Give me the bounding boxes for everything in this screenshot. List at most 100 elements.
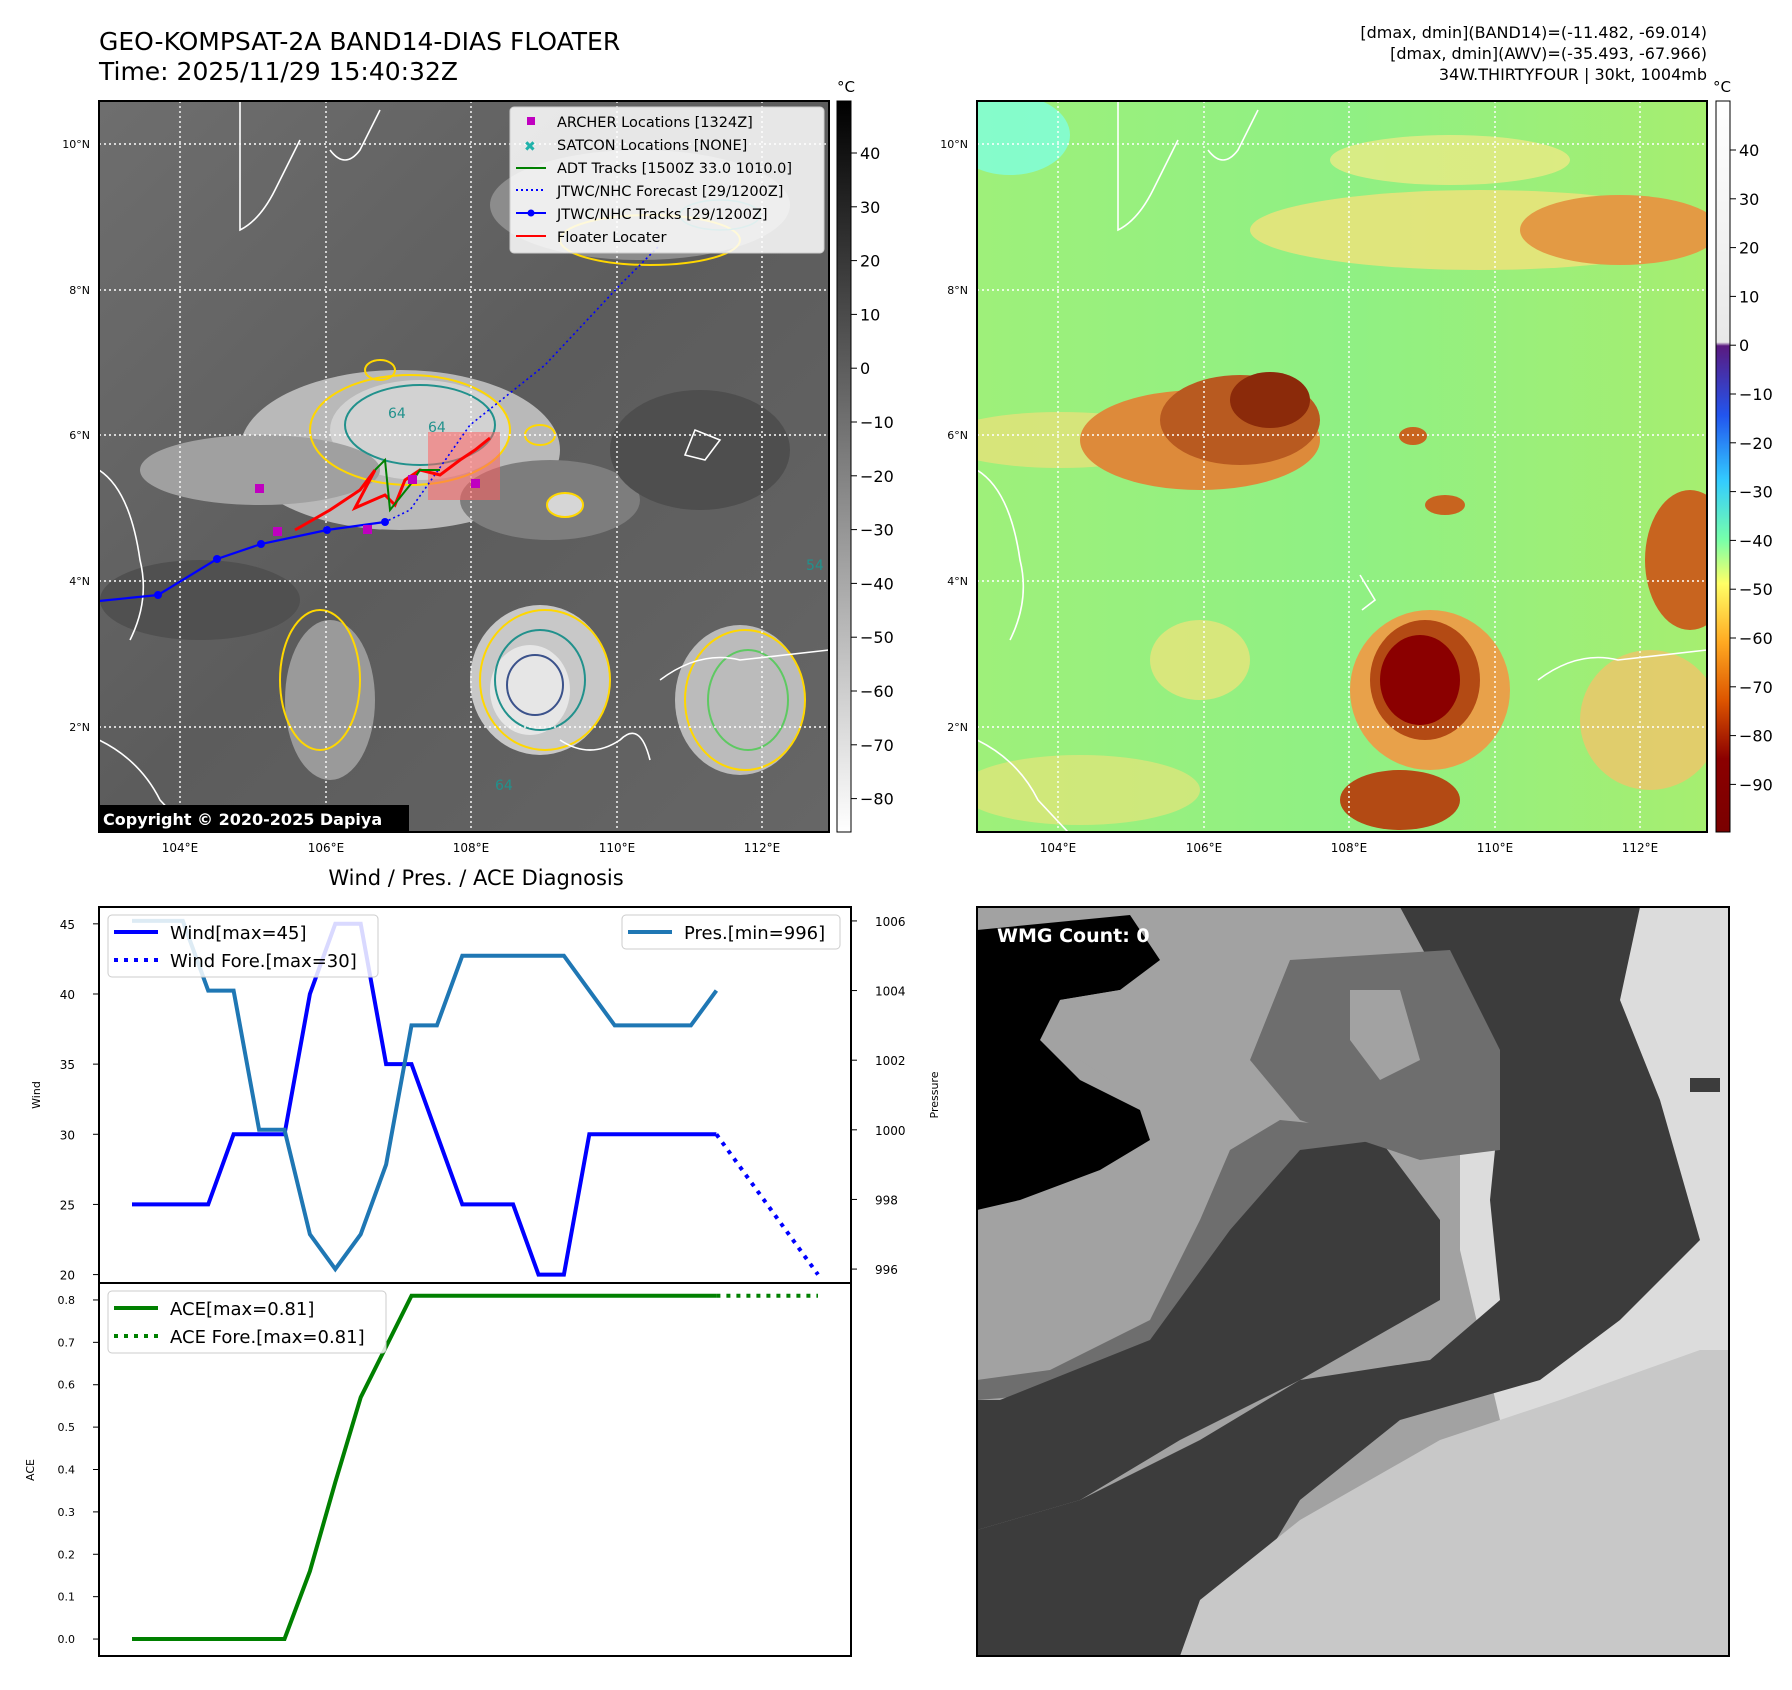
diag-title: Wind / Pres. / ACE Diagnosis (328, 866, 623, 890)
legend-ace: ACE[max=0.81] (170, 1299, 314, 1320)
ace-y-tick-label: 0.1 (58, 1591, 76, 1604)
ir-coastlines (99, 101, 829, 832)
lat-label: 4°N (69, 575, 90, 588)
gray-colorbar-tick-label: −30 (860, 521, 894, 540)
adt-track (374, 457, 440, 513)
awv-colorbar-tick-label: −10 (1739, 385, 1773, 404)
awv-colorbar-tick-label: −20 (1739, 434, 1773, 453)
wind-axis-label: Wind (30, 1081, 43, 1109)
archer-points (255, 475, 480, 536)
floater-box (428, 432, 500, 500)
pressure-axis-label: Pressure (928, 1071, 941, 1118)
stats-awv: [dmax, dmin](AWV)=(-35.493, -67.966) (1390, 44, 1707, 63)
contour-label: 64 (495, 778, 513, 794)
ace-y-tick-label: 0.3 (58, 1506, 76, 1519)
ace-legend: ACE[max=0.81] ACE Fore.[max=0.81] (107, 1290, 387, 1354)
ace-y-tick-label: 0.4 (58, 1464, 76, 1477)
jtwc-best-track (99, 520, 386, 603)
gray-colorbar-tick-label: −50 (860, 628, 894, 647)
legend-archer: ARCHER Locations [1324Z] (557, 115, 753, 131)
satcon-legend-marker: ✖ (524, 139, 536, 155)
copyright-text: Copyright © 2020-2025 Dapiya (103, 810, 382, 829)
lon-label: 104°E (162, 841, 199, 855)
legend-satcon: SATCON Locations [NONE] (557, 138, 747, 154)
lon-label: 110°E (599, 841, 636, 855)
gray-colorbar-tick-label: 30 (860, 198, 880, 217)
wind-y-tick-label: 40 (60, 988, 75, 1002)
wind-y-tick-label: 35 (60, 1058, 75, 1072)
ace-line (132, 1293, 717, 1641)
ace-y-tick-label: 0.0 (58, 1633, 76, 1646)
wind-pres-chart: 20 25 30 35 40 45 996 998 1000 1002 1004 1006 Wind … (30, 906, 941, 1284)
lon-label: 112°E (744, 841, 781, 855)
awv-lat-labels: 10°N 8°N 6°N 4°N 2°N (940, 138, 968, 734)
lat-label: 8°N (947, 284, 968, 297)
gray-colorbar-tick-label: 20 (860, 252, 880, 271)
awv-map-panel (976, 100, 1708, 833)
pres-y-tick-label: 996 (875, 1263, 898, 1277)
figure-time: Time: 2025/11/29 15:40:32Z (98, 57, 458, 86)
legend-floater: Floater Locater (557, 230, 666, 246)
wind-y-tick-label: 25 (60, 1198, 75, 1212)
wmg-count-label: WMG Count: 0 (997, 925, 1150, 947)
awv-colorbar-tick-label: −50 (1739, 580, 1773, 599)
wmg-panel: WMG Count: 0 (976, 906, 1730, 1657)
awv-colorbar-tick-label: −80 (1739, 727, 1773, 746)
wind-y-tick-label: 45 (60, 918, 75, 932)
legend-ace-fore: ACE Fore.[max=0.81] (170, 1327, 365, 1348)
contour-label: 64 (388, 406, 406, 422)
legend-wind: Wind[max=45] (170, 923, 307, 944)
pres-y-tick-label: 1006 (875, 915, 906, 929)
gray-colorbar-tick-label: −60 (860, 682, 894, 701)
contour-label: 54 (806, 558, 824, 574)
ace-chart: 0.0 0.1 0.2 0.3 0.4 0.5 0.6 0.7 0.8 ACE ACE[max=… (24, 1282, 852, 1657)
series-line (132, 921, 717, 1277)
ace-y-tick-label: 0.2 (58, 1548, 76, 1561)
ace-y-tick-label: 0.8 (58, 1294, 76, 1307)
figure-title: GEO-KOMPSAT-2A BAND14-DIAS FLOATER (99, 27, 620, 56)
awv-colorbar-unit: °C (1713, 78, 1731, 96)
wind-legend: Wind[max=45] Wind Fore.[max=30] (107, 914, 379, 978)
pres-y-tick-label: 1000 (875, 1124, 906, 1138)
lat-label: 10°N (62, 138, 90, 151)
awv-colorbar: °C 40 30 20 10 0 −10 −20 −30 −40 −50 −60 −70 −80 −90 (1713, 78, 1773, 833)
lat-label: 8°N (69, 284, 90, 297)
lon-label: 112°E (1622, 841, 1659, 855)
gray-colorbar-tick-label: 40 (860, 144, 880, 163)
gray-colorbar-tick-label: −40 (860, 574, 894, 593)
awv-colorbar-tick-label: 30 (1739, 190, 1759, 209)
gray-colorbar-unit: °C (837, 78, 855, 96)
ace-axis-label: ACE (24, 1459, 37, 1481)
archer-legend-marker (527, 117, 535, 125)
ir-lat-labels: 10°N 8°N 6°N 4°N 2°N (62, 138, 90, 734)
awv-colorbar-tick-label: 10 (1739, 287, 1759, 306)
wmg-field (977, 907, 1729, 1656)
lon-label: 108°E (453, 841, 490, 855)
awv-colorbar-tick-label: −60 (1739, 629, 1773, 648)
lat-label: 4°N (947, 575, 968, 588)
legend-jtwc-tracks: JTWC/NHC Tracks [29/1200Z] (556, 207, 768, 223)
awv-colorbar-tick-label: 40 (1739, 141, 1759, 160)
awv-field (977, 101, 1707, 830)
awv-coastlines (977, 101, 1707, 832)
awv-colorbar-tick-label: 0 (1739, 336, 1749, 355)
gray-colorbar-tick-label: −70 (860, 736, 894, 755)
ir-legend: ARCHER Locations [1324Z] ✖ SATCON Locati… (509, 106, 825, 254)
legend-adt: ADT Tracks [1500Z 33.0 1010.0] (557, 161, 792, 177)
lon-label: 110°E (1477, 841, 1514, 855)
ir-map-panel: 64 64 54 64 (98, 100, 830, 833)
gray-colorbar-tick-label: 0 (860, 359, 870, 378)
legend-pres: Pres.[min=996] (684, 923, 825, 944)
lon-label: 104°E (1040, 841, 1077, 855)
awv-lon-labels: 104°E 106°E 108°E 110°E 112°E (1040, 841, 1659, 855)
awv-gridlines (977, 101, 1707, 832)
lat-label: 6°N (947, 429, 968, 442)
ir-tracks (99, 244, 661, 603)
legend-wind-fore: Wind Fore.[max=30] (170, 951, 357, 972)
stats-band14: [dmax, dmin](BAND14)=(-11.482, -69.014) (1360, 23, 1707, 42)
gray-colorbar: °C 40 30 20 10 0 −10 −20 −30 −40 −50 −60 −70 −80 (836, 78, 894, 833)
lon-label: 108°E (1331, 841, 1368, 855)
awv-colorbar-tick-label: −30 (1739, 483, 1773, 502)
pres-y-tick-label: 1004 (875, 985, 906, 999)
pres-y-tick-label: 998 (875, 1193, 898, 1207)
